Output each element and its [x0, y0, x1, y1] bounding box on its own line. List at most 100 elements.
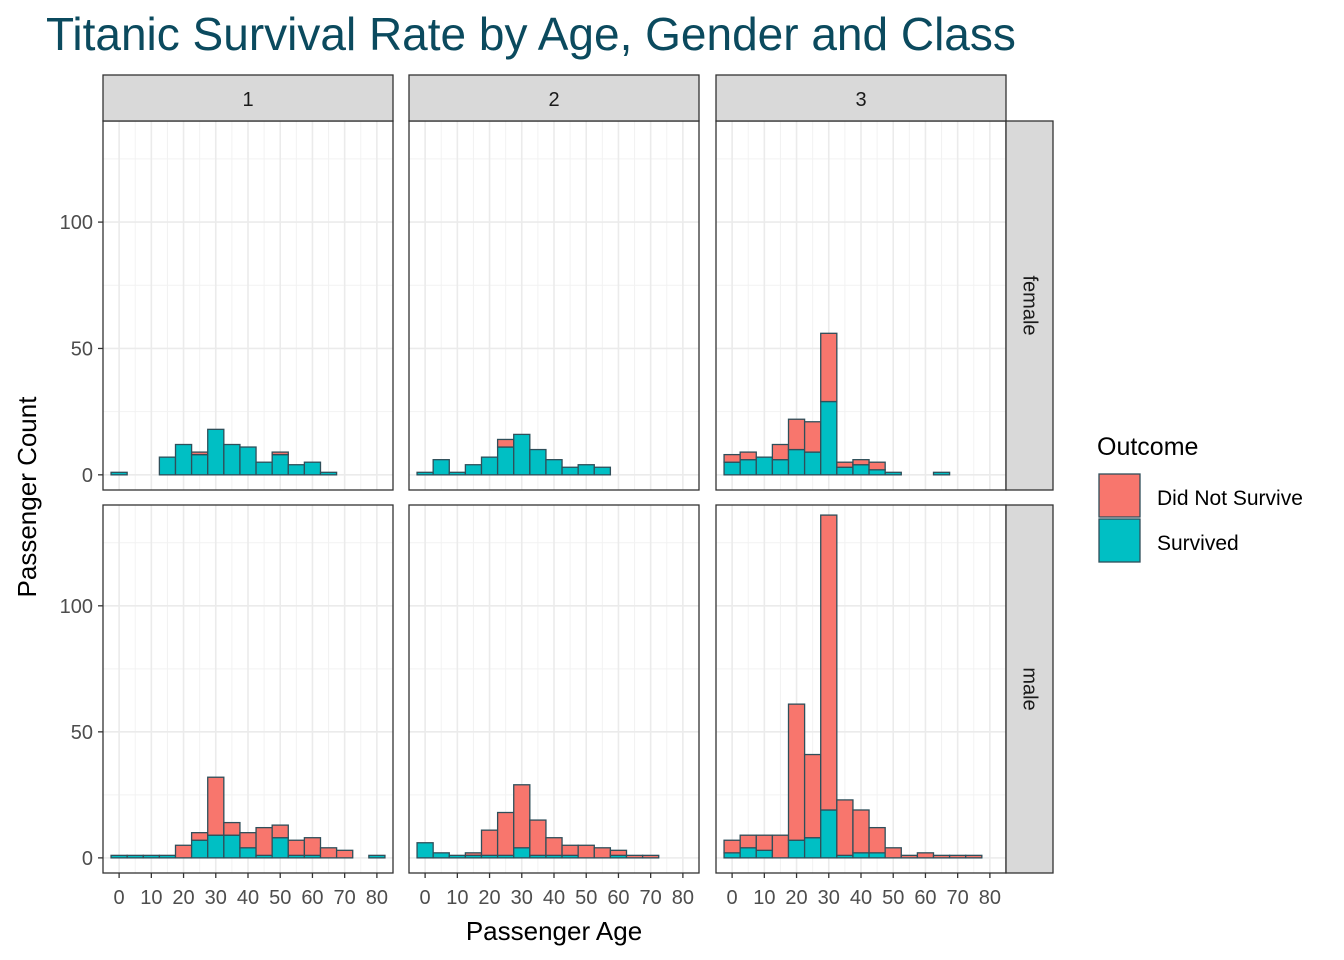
bar-did-not-survive — [529, 819, 547, 857]
bar-did-not-survive — [545, 837, 563, 857]
bar-did-not-survive — [513, 784, 531, 849]
row-strip-label: male — [1019, 667, 1041, 710]
bar-did-not-survive — [480, 829, 499, 857]
y-tick-label: 50 — [71, 338, 93, 360]
bar-survived — [771, 459, 790, 476]
bar-did-not-survive — [820, 332, 838, 403]
bar-did-not-survive — [916, 852, 935, 859]
bar-survived — [545, 459, 563, 476]
y-tick-label: 100 — [60, 212, 93, 234]
bar-survived — [803, 837, 822, 859]
legend-key — [1098, 518, 1141, 563]
bar-survived — [593, 466, 612, 476]
bar-did-not-survive — [271, 451, 289, 456]
bar-did-not-survive — [223, 821, 241, 836]
bar-did-not-survive — [771, 443, 790, 461]
x-tick-label: 40 — [237, 887, 259, 909]
legend: Outcome Did Not Survive Survived — [1097, 433, 1303, 563]
bar-survived — [448, 854, 467, 859]
panel-grid-layer — [103, 121, 1006, 873]
x-tick-label: 60 — [914, 887, 936, 909]
x-tick-label: 60 — [607, 887, 629, 909]
bar-survived — [803, 451, 822, 476]
bar-did-not-survive — [174, 844, 193, 859]
x-tick-label: 60 — [301, 887, 323, 909]
y-tick-label: 100 — [60, 596, 93, 618]
x-tick-label: 0 — [114, 887, 125, 909]
bar-survived — [820, 400, 838, 476]
bar-did-not-survive — [207, 776, 225, 836]
bar-did-not-survive — [593, 847, 612, 859]
bar-did-not-survive — [723, 453, 741, 463]
chart-title: Titanic Survival Rate by Age, Gender and… — [46, 8, 1016, 60]
x-tick-label: 30 — [818, 887, 840, 909]
panel-frame-layer: 1 2 3 female male — [102, 74, 1054, 874]
x-tick-label: 70 — [947, 887, 969, 909]
y-tick-label: 0 — [82, 848, 93, 870]
x-tick-label: 40 — [850, 887, 872, 909]
bar-survived — [255, 461, 273, 476]
bar-survived — [529, 448, 547, 476]
bar-survived — [480, 456, 499, 476]
legend-entry-label: Did Not Survive — [1157, 487, 1303, 510]
y-tick-label: 50 — [71, 722, 93, 744]
bar-survived — [110, 854, 128, 859]
bar-layer — [110, 332, 983, 859]
bar-did-not-survive — [496, 438, 515, 448]
x-tick-label: 50 — [575, 887, 597, 909]
column-strip-label: 3 — [855, 89, 866, 111]
bar-survived — [852, 464, 870, 476]
x-tick-label: 40 — [543, 887, 565, 909]
bar-survived — [174, 443, 193, 476]
bar-did-not-survive — [787, 418, 806, 451]
x-tick-label: 10 — [753, 887, 775, 909]
bar-survived — [787, 839, 806, 859]
row-strip-label: female — [1019, 275, 1041, 335]
bar-did-not-survive — [625, 854, 644, 859]
bar-survived — [142, 854, 161, 859]
bar-did-not-survive — [739, 834, 757, 849]
bar-survived — [755, 456, 774, 476]
bar-did-not-survive — [739, 451, 757, 461]
bar-did-not-survive — [335, 849, 354, 859]
bar-survived — [513, 433, 531, 476]
bar-did-not-survive — [787, 703, 806, 841]
bar-survived — [852, 852, 870, 859]
x-tick-label: 30 — [511, 887, 533, 909]
bar-survived — [190, 453, 209, 476]
bar-did-not-survive — [303, 837, 322, 857]
bar-did-not-survive — [803, 753, 822, 839]
bar-did-not-survive — [900, 854, 919, 859]
bar-survived — [271, 837, 289, 859]
x-tick-label: 10 — [446, 887, 468, 909]
x-tick-label: 30 — [205, 887, 227, 909]
x-tick-label: 50 — [882, 887, 904, 909]
row-strip — [1005, 120, 1054, 491]
bar-did-not-survive — [771, 834, 790, 859]
bar-survived — [723, 852, 741, 859]
bar-did-not-survive — [868, 826, 886, 854]
bar-survived — [223, 443, 241, 476]
bar-did-not-survive — [190, 451, 209, 456]
bar-survived — [416, 842, 434, 859]
bar-survived — [287, 464, 306, 476]
bar-did-not-survive — [755, 834, 774, 851]
bar-survived — [739, 459, 757, 476]
bar-did-not-survive — [271, 824, 289, 839]
bar-did-not-survive — [803, 421, 822, 453]
bar-did-not-survive — [496, 811, 515, 857]
bar-survived — [464, 464, 483, 476]
bar-survived — [416, 471, 434, 476]
bar-survived — [207, 428, 225, 476]
column-strip — [102, 74, 394, 122]
bar-survived — [448, 471, 467, 476]
bar-survived — [207, 834, 225, 859]
bar-survived — [110, 471, 128, 476]
bar-survived — [368, 854, 386, 859]
legend-entry-label: Survived — [1157, 532, 1239, 555]
column-strip — [715, 74, 1007, 122]
bar-survived — [190, 839, 209, 859]
x-tick-label: 20 — [172, 887, 194, 909]
bar-survived — [126, 854, 144, 859]
bar-survived — [836, 466, 854, 476]
